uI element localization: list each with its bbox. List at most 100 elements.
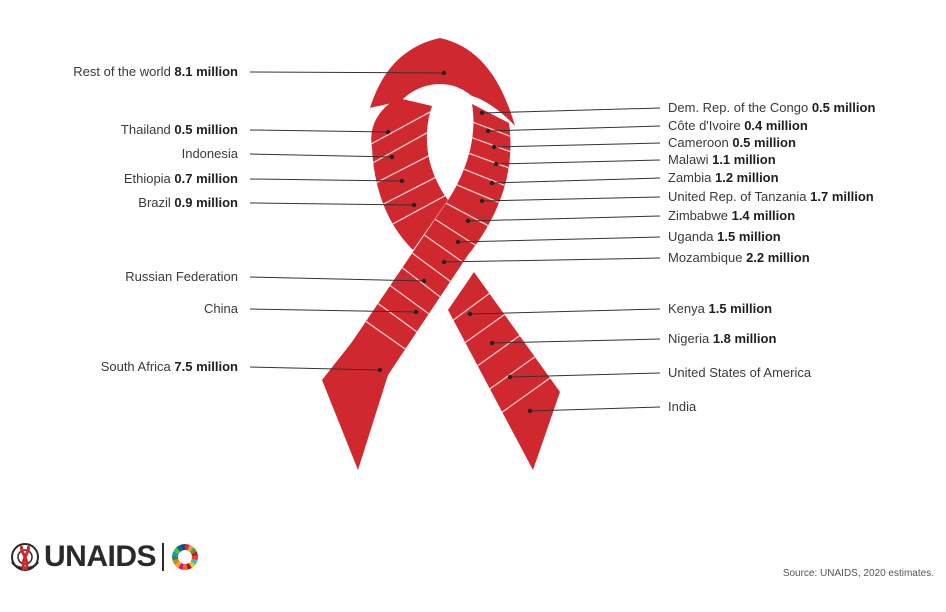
leader-dot-ethiopia (399, 178, 405, 184)
leader-dot-usa (507, 374, 513, 380)
leader-lines (249, 70, 661, 414)
label-mozambique: Mozambique 2.2 million (668, 250, 810, 266)
label-usa: United States of America (668, 365, 811, 381)
label-ethiopia: Ethiopia 0.7 million (124, 171, 238, 187)
label-tanzania-name: United Rep. of Tanzania (668, 189, 807, 204)
leader-kenya (469, 308, 661, 315)
label-rest-of-world-value: 8.1 million (174, 64, 238, 79)
leader-dot-zambia (489, 180, 495, 186)
label-russian-federation: Russian Federation (125, 269, 238, 285)
leader-china (249, 308, 417, 313)
label-tanzania-value: 1.7 million (810, 189, 874, 204)
sdg-segment-16 (180, 544, 186, 551)
label-malawi: Malawi 1.1 million (668, 152, 776, 168)
label-zambia-name: Zambia (668, 170, 712, 185)
leader-dot-rest-of-world (441, 70, 447, 76)
leader-dot-nigeria (489, 340, 495, 346)
sdg-segment-6 (188, 561, 196, 569)
leader-dot-india (527, 408, 533, 414)
label-china-name: China (204, 301, 238, 316)
label-usa-name: United States of America (668, 365, 812, 380)
leader-dot-zimbabwe (465, 218, 471, 224)
label-uganda-name: Uganda (668, 229, 714, 244)
label-south-africa-name: South Africa (100, 359, 171, 374)
label-indonesia-name: Indonesia (181, 146, 238, 161)
logo-text: UNAIDS (44, 540, 157, 573)
sdg-segment-7 (186, 562, 192, 570)
logo-divider (162, 543, 165, 571)
label-rest-of-world-name: Rest of the world (73, 64, 171, 79)
label-malawi-name: Malawi (668, 152, 709, 167)
sdg-wheel-icon (172, 544, 199, 570)
label-india-name: India (668, 399, 697, 414)
sdg-segment-0 (185, 544, 190, 551)
leader-tanzania (481, 196, 661, 202)
sdg-segment-14 (173, 547, 181, 554)
leader-indonesia (249, 153, 393, 158)
label-brazil-name: Brazil (138, 195, 171, 210)
label-nigeria-name: Nigeria (668, 331, 710, 346)
stripe-left-upper-0 (371, 111, 431, 151)
label-kenya: Kenya 1.5 million (668, 301, 772, 317)
sdg-segment-8 (182, 563, 188, 570)
leader-malawi (495, 159, 661, 165)
leader-dot-cameroon (491, 144, 497, 150)
label-indonesia: Indonesia (182, 146, 238, 162)
label-mozambique-name: Mozambique (668, 250, 743, 265)
leader-india (529, 406, 661, 412)
sdg-segment-5 (190, 558, 198, 565)
sdg-segment-9 (178, 562, 184, 570)
source-note: Source: UNAIDS, 2020 estimates. (782, 568, 934, 579)
label-dr-congo-value: 0.5 million (811, 100, 876, 115)
leader-dot-china (413, 309, 419, 315)
label-thailand-value: 0.5 million (174, 122, 238, 137)
label-ethiopia-value: 0.7 million (174, 171, 238, 186)
sdg-segment-12 (172, 555, 179, 561)
label-kenya-name: Kenya (668, 301, 705, 316)
label-thailand-name: Thailand (120, 122, 171, 137)
label-brazil: Brazil 0.9 million (138, 195, 238, 211)
leader-uganda (457, 236, 661, 243)
label-nigeria-value: 1.8 million (712, 331, 777, 346)
leader-rest-of-world (249, 71, 445, 74)
label-india: India (668, 399, 696, 415)
label-zimbabwe-name: Zimbabwe (668, 208, 728, 223)
label-china: China (204, 301, 238, 317)
leader-dot-south-africa (377, 367, 383, 373)
label-cote-divoire-value: 0.4 million (744, 118, 808, 133)
label-cameroon-name: Cameroon (668, 135, 729, 150)
leader-zimbabwe (467, 215, 661, 222)
leader-cote-divoire (487, 125, 661, 132)
label-kenya-value: 1.5 million (708, 301, 773, 316)
label-south-africa: South Africa 7.5 million (101, 359, 238, 375)
label-cameroon: Cameroon 0.5 million (668, 135, 796, 151)
leader-ethiopia (249, 178, 403, 182)
leader-dot-tanzania (479, 198, 485, 204)
leader-brazil (249, 202, 415, 206)
label-uganda: Uganda 1.5 million (668, 229, 781, 245)
leader-dot-indonesia (389, 154, 395, 160)
leader-usa (509, 372, 661, 378)
leader-dot-thailand (385, 129, 391, 135)
label-ethiopia-name: Ethiopia (123, 171, 171, 186)
sdg-segment-15 (176, 544, 183, 552)
label-uganda-value: 1.5 million (717, 229, 781, 244)
sdg-segment-2 (189, 547, 197, 554)
leader-mozambique (443, 257, 661, 263)
ribbon-right-lower (448, 272, 560, 470)
stripe-right-lower-4 (493, 377, 551, 419)
leader-dot-mozambique (441, 259, 447, 265)
label-zimbabwe-value: 1.4 million (731, 208, 796, 223)
sdg-segment-13 (172, 551, 179, 557)
label-zambia-value: 1.2 million (714, 170, 779, 185)
label-rest-of-world: Rest of the world 8.1 million (73, 64, 238, 80)
label-mozambique-value: 2.2 million (746, 250, 810, 265)
ribbon-left-upper (371, 98, 448, 250)
leader-dot-brazil (411, 202, 417, 208)
leader-russian-federation (249, 276, 425, 282)
leader-dot-uganda (455, 239, 461, 245)
label-cote-divoire: Côte d'Ivoire 0.4 million (668, 118, 808, 134)
label-russian-federation-name: Russian Federation (125, 269, 238, 284)
label-south-africa-value: 7.5 million (174, 359, 238, 374)
